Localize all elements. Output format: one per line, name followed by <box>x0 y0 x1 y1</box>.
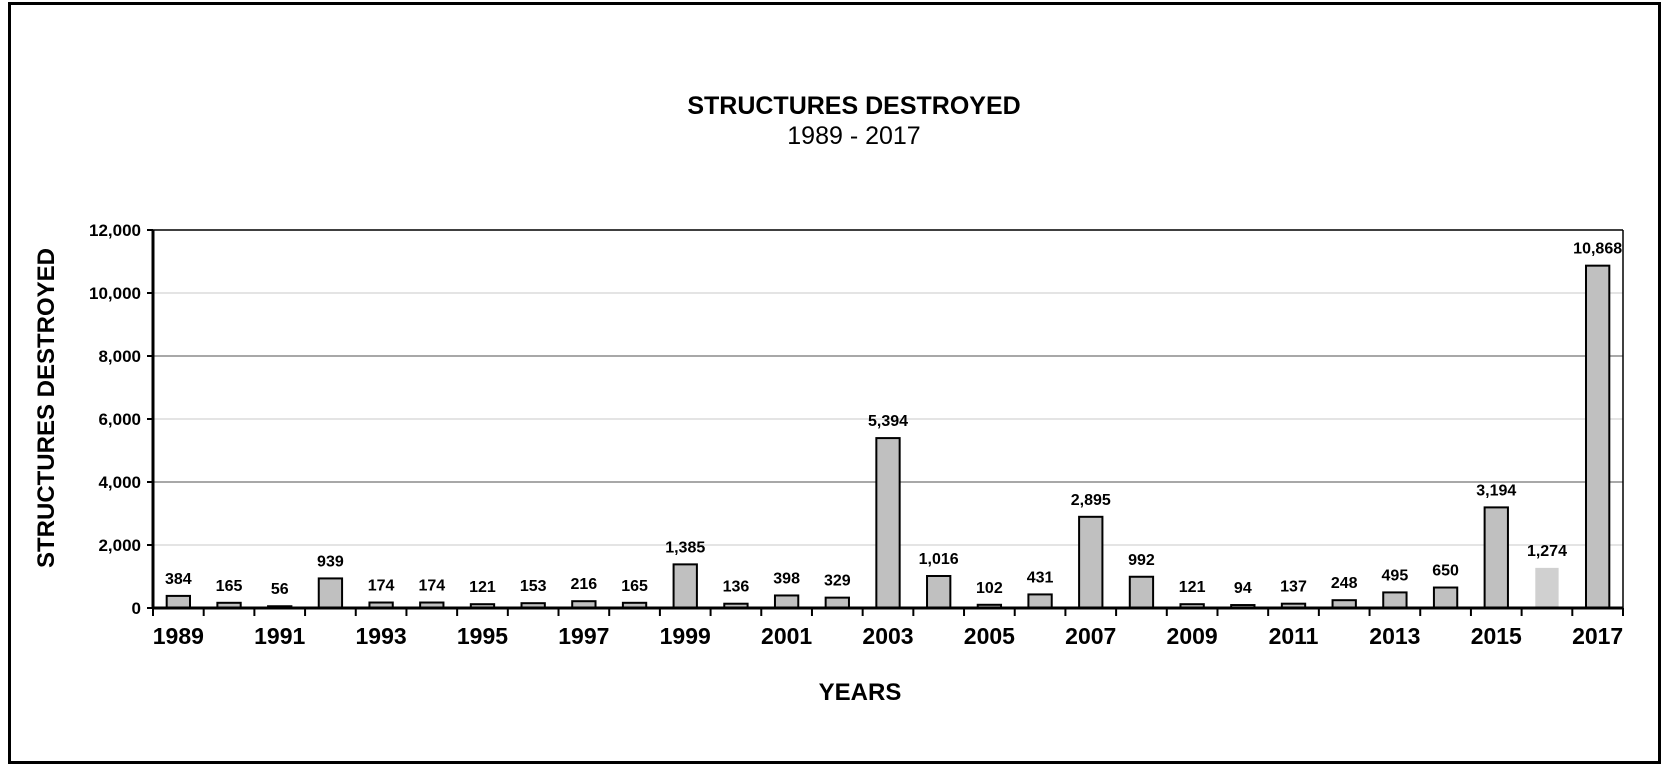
data-label: 165 <box>216 578 243 595</box>
data-label: 2,895 <box>1071 492 1111 509</box>
data-label: 384 <box>165 571 192 588</box>
bar <box>1584 264 1611 609</box>
bar <box>672 563 698 609</box>
x-tick-label: 2009 <box>1167 623 1218 649</box>
bar <box>1483 506 1509 610</box>
x-tick-label: 2005 <box>964 623 1015 649</box>
data-label: 5,394 <box>868 413 908 430</box>
data-label: 1,274 <box>1527 543 1567 560</box>
y-tick-label: 12,000 <box>89 221 141 240</box>
data-label: 329 <box>824 573 851 590</box>
x-tick-label: 2013 <box>1369 623 1420 649</box>
chart-subtitle: 1989 - 2017 <box>787 122 920 150</box>
data-label: 3,194 <box>1476 482 1516 499</box>
data-label: 165 <box>621 578 648 595</box>
chart-frame <box>8 2 1661 764</box>
data-labels: 384 165 56 939 174 174 121 153 216 165 1,385 136 398… <box>165 241 1622 599</box>
y-tick-label: 8,000 <box>98 347 141 366</box>
x-tick-label: 1989 <box>153 623 204 649</box>
data-label: 153 <box>520 578 547 595</box>
x-tick-label: 1991 <box>254 623 305 649</box>
x-tick-label: 1997 <box>558 623 609 649</box>
x-tick-label: 2011 <box>1269 623 1319 649</box>
bar <box>1382 591 1408 609</box>
data-label: 136 <box>723 579 750 596</box>
data-label: 939 <box>317 553 344 570</box>
bar <box>1078 515 1104 609</box>
bar <box>165 594 192 609</box>
data-label: 102 <box>976 580 1003 597</box>
x-tick-label: 2003 <box>862 623 913 649</box>
data-label: 992 <box>1128 552 1155 569</box>
chart-title: STRUCTURES DESTROYED <box>687 92 1020 120</box>
bar <box>1128 575 1155 610</box>
x-tick-label: 1995 <box>457 623 508 649</box>
y-axis-title: STRUCTURES DESTROYED <box>33 248 60 568</box>
data-label: 10,868 <box>1573 241 1622 258</box>
data-label: 121 <box>1179 579 1206 596</box>
bar <box>926 574 952 609</box>
data-label: 398 <box>773 570 800 587</box>
data-label: 248 <box>1331 575 1358 592</box>
data-label: 174 <box>418 578 445 595</box>
data-label: 94 <box>1234 580 1252 597</box>
x-tick-label: 1993 <box>356 623 407 649</box>
x-tick-label: 2017 <box>1572 623 1623 649</box>
y-tick-label: 6,000 <box>98 410 141 429</box>
data-label: 1,016 <box>919 551 959 568</box>
x-tick-label: 1999 <box>660 623 711 649</box>
x-axis-title: YEARS <box>819 679 902 706</box>
data-label: 56 <box>271 581 289 598</box>
x-tick-label: 2007 <box>1065 623 1116 649</box>
y-tick-label: 0 <box>132 599 141 618</box>
bar <box>875 437 901 609</box>
bar <box>1027 593 1053 610</box>
data-label: 1,385 <box>665 539 705 556</box>
bar <box>824 596 850 609</box>
data-label: 431 <box>1027 569 1054 586</box>
bar <box>773 594 800 610</box>
bar <box>1432 586 1459 610</box>
axes: 0 2,000 4,000 6,000 8,000 10,000 12,000 1989 199… <box>89 221 1624 649</box>
data-label: 216 <box>571 576 598 593</box>
data-label: 495 <box>1382 567 1409 584</box>
x-tick-label: 2015 <box>1471 623 1522 649</box>
y-tick-label: 4,000 <box>98 473 141 492</box>
data-label: 174 <box>368 578 395 595</box>
bar <box>317 577 344 610</box>
data-label: 121 <box>469 579 496 596</box>
bar <box>1535 567 1559 608</box>
y-tick-label: 2,000 <box>98 536 141 555</box>
x-tick-label: 2001 <box>761 623 812 649</box>
data-label: 137 <box>1280 579 1307 596</box>
y-tick-label: 10,000 <box>89 284 141 303</box>
bars <box>165 264 1611 610</box>
data-label: 650 <box>1432 563 1459 580</box>
